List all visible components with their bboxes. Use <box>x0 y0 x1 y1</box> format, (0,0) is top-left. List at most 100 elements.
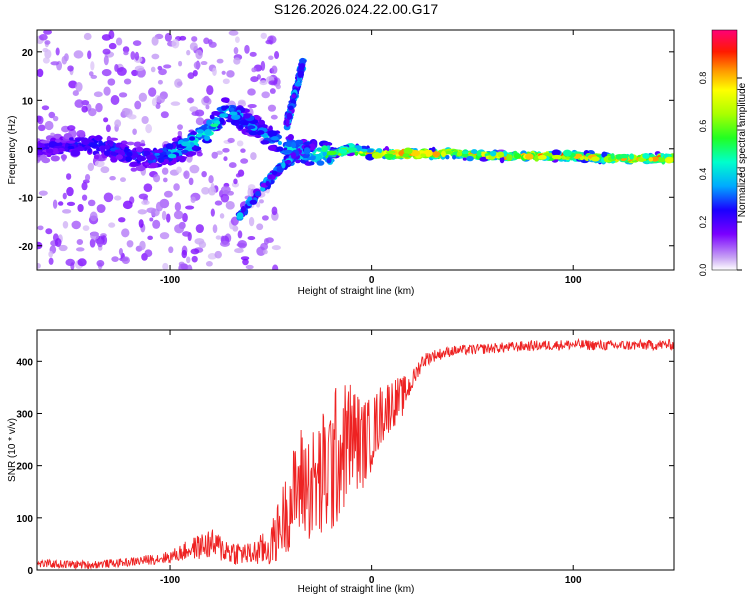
spectrogram-cell <box>62 192 67 200</box>
spectrogram-cell <box>130 167 138 172</box>
spectrogram-cell <box>155 201 164 212</box>
spectrogram-cell <box>287 134 294 141</box>
spectrogram-cell <box>338 148 348 154</box>
spectrogram-cell <box>322 151 327 157</box>
spectrogram-cell <box>37 262 41 269</box>
spectrogram-cell <box>123 51 129 56</box>
spectrogram-cell <box>637 157 646 162</box>
spectrogram-cell <box>271 136 279 141</box>
spectrogram-cell <box>267 174 273 180</box>
spectrogram-cell <box>242 121 249 126</box>
spectrogram-cell <box>151 36 159 46</box>
spectrogram-cell <box>489 150 497 157</box>
spectrogram-cell <box>271 170 278 175</box>
spectrogram-cell <box>277 140 283 146</box>
spectrogram-cell <box>76 238 84 246</box>
y-tick-label: -20 <box>19 242 34 253</box>
spectrogram-cell <box>601 151 607 158</box>
spectrogram-cell <box>77 203 84 213</box>
spectrogram-cell <box>506 154 513 162</box>
spectrogram-cell <box>276 146 284 152</box>
spectrogram-cell <box>249 51 257 57</box>
spectrogram-cell <box>222 78 230 85</box>
spectrogram-cell <box>171 39 180 49</box>
spectrogram-cell <box>109 175 116 181</box>
spectrogram-cell <box>138 219 144 228</box>
spectrogram-cell <box>115 154 124 160</box>
spectrogram-cell <box>179 35 187 41</box>
spectrogram-cell <box>61 55 68 65</box>
spectrogram-cell <box>525 153 534 160</box>
spectrogram-cell <box>235 36 240 44</box>
spectrogram-cell <box>50 132 55 136</box>
spectrogram-cell <box>146 154 156 161</box>
spectrogram-cell <box>129 161 140 167</box>
spectrogram-cell <box>144 162 150 166</box>
spectrogram-cell <box>263 238 269 245</box>
spectrogram-cell <box>57 201 64 206</box>
spectrogram-cell <box>228 162 237 169</box>
spectrogram-cell <box>261 215 269 221</box>
spectrogram-cell <box>243 112 251 119</box>
spectrogram-cell <box>46 148 54 154</box>
spectrogram-cell <box>100 145 106 151</box>
y-tick-label: 10 <box>22 96 34 107</box>
spectrogram-cell <box>66 173 72 180</box>
spectrogram-cell <box>45 228 53 235</box>
spectrogram-cell <box>96 238 104 248</box>
spectrogram-cell <box>182 137 190 142</box>
spectrogram-cell <box>108 222 116 228</box>
spectrogram-cell <box>170 101 181 106</box>
spectrogram-cell <box>115 37 123 46</box>
spectrogram-cell <box>248 130 258 136</box>
spectrogram-cell <box>118 92 128 98</box>
spectrogram-cell <box>81 194 88 201</box>
spectrogram-cell <box>69 137 74 141</box>
spectrogram-cell <box>233 47 239 55</box>
spectrogram-cell <box>286 112 293 120</box>
spectrogram-cell <box>139 157 145 161</box>
spectrogram-cell <box>462 157 467 161</box>
spectrogram-cell <box>108 42 117 50</box>
spectrogram-cell <box>223 156 228 162</box>
spectrogram-cell <box>210 208 215 217</box>
spectrogram-cell <box>456 151 463 157</box>
axes-bottom: -100 0 100 0 100 200 300 400 <box>16 330 674 586</box>
spectrogram-cell <box>303 147 311 155</box>
spectrogram-cell <box>68 80 78 89</box>
x-axis-label-bottom: Height of straight line (km) <box>298 584 415 595</box>
spectrogram-cell <box>285 159 292 164</box>
spectrogram-cell <box>227 137 235 143</box>
spectrogram-cell <box>230 114 241 120</box>
spectrogram-cell <box>181 149 189 154</box>
spectrogram-cell <box>141 199 150 206</box>
spectrogram-cell <box>135 146 144 153</box>
spectrogram-cell <box>52 115 59 122</box>
spectrogram-cell <box>233 178 238 185</box>
spectrogram-cell <box>42 57 50 64</box>
spectrogram-cell <box>75 147 85 152</box>
spectrogram-cell <box>348 147 358 153</box>
spectrogram-cell <box>50 155 60 162</box>
spectrogram-cell <box>274 51 280 60</box>
spectrogram-cell <box>74 99 84 108</box>
spectrogram-cell <box>44 120 54 131</box>
spectrogram-cell <box>182 231 191 237</box>
colorbar-tick-label: 0.0 <box>698 264 708 277</box>
spectrogram-cell <box>187 72 195 79</box>
chart-title: S126.2026.024.22.00.G17 <box>274 1 438 17</box>
spectrogram-cell <box>178 156 187 163</box>
spectrogram-cell <box>163 177 168 183</box>
spectrogram-cell <box>201 170 207 178</box>
spectrogram-cell <box>294 81 302 87</box>
spectrogram-cell <box>186 264 193 270</box>
spectrogram-cell <box>114 119 122 128</box>
spectrogram-cell <box>84 173 91 181</box>
spectrogram-cell <box>44 40 51 45</box>
spectrogram-cell <box>385 150 396 154</box>
spectrogram-cell <box>118 247 123 256</box>
spectrogram-cell <box>281 161 286 169</box>
spectrogram-cell <box>50 61 60 66</box>
spectrogram-cell <box>107 78 116 86</box>
spectrogram-cell <box>190 131 197 136</box>
